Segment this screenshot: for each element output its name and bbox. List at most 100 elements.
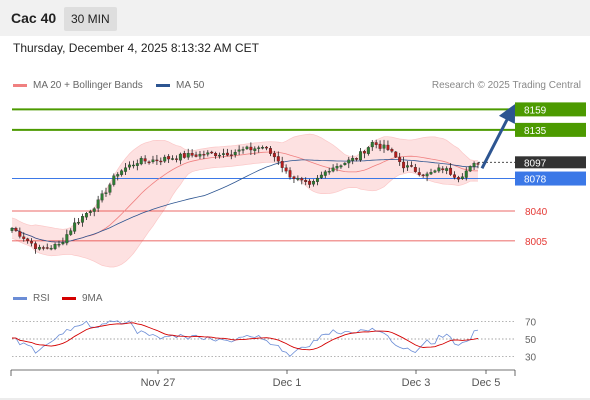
rsi-tick-50: 50 <box>525 335 537 346</box>
candle-body <box>304 180 308 183</box>
candle-body <box>159 160 163 163</box>
legend-ma50-swatch <box>156 83 170 87</box>
candle-body <box>120 170 124 175</box>
candle-body <box>312 181 315 185</box>
x-tick-label: Dec 5 <box>472 377 501 389</box>
candle-body <box>37 246 41 250</box>
candle-body <box>30 241 34 244</box>
candle-body <box>155 159 159 162</box>
candle-body <box>300 178 304 181</box>
rsi-line <box>11 320 479 357</box>
candle-body <box>249 146 253 151</box>
chart-timestamp: Thursday, December 4, 2025 8:13:32 AM CE… <box>13 41 259 55</box>
candle-body <box>394 151 398 158</box>
candle-body <box>343 162 347 165</box>
candle-body <box>292 176 296 179</box>
candle-body <box>417 172 421 175</box>
candle-body <box>229 154 233 156</box>
candle-body <box>69 230 73 235</box>
candle-body <box>441 168 445 171</box>
candle-body <box>26 238 30 241</box>
candle-body <box>437 167 441 172</box>
candle-body <box>402 161 406 169</box>
pivot-tag <box>515 171 586 186</box>
candle-body <box>265 146 268 149</box>
candle-body <box>233 151 237 156</box>
candle-body <box>112 175 116 185</box>
candle-body <box>433 170 437 173</box>
timeframe-button[interactable]: 30 MIN <box>64 7 117 31</box>
price-levels <box>12 108 515 242</box>
candle-body <box>139 158 143 165</box>
candle-body <box>453 174 456 178</box>
candle-body <box>331 167 335 172</box>
candle-body <box>143 158 147 162</box>
candle-body <box>390 149 394 152</box>
candle-body <box>124 167 128 172</box>
candle-body <box>100 193 104 201</box>
candle-body <box>296 178 300 180</box>
candle-body <box>61 242 65 245</box>
rsi-panel: 70 50 30 <box>11 318 537 363</box>
x-axis: Nov 27 Dec 1 Dec 3 Dec 5 <box>10 369 516 389</box>
candle-body <box>421 174 425 177</box>
candle-body <box>468 166 472 172</box>
candle-body <box>147 161 151 164</box>
candle-body <box>288 170 292 178</box>
rsi-tick-30: 30 <box>525 352 537 363</box>
forecast-arrow-line <box>480 103 516 169</box>
candle-body <box>65 234 69 244</box>
candle-body <box>175 158 178 160</box>
candle-body <box>253 148 257 151</box>
legend-rsi-ma: 9MA <box>62 293 103 304</box>
candle-body <box>45 247 49 249</box>
candle-body <box>269 148 272 154</box>
support-label-8040: 8040 <box>525 207 548 218</box>
candle-body <box>22 236 26 239</box>
legend-ma50-label: MA 50 <box>176 80 205 91</box>
legend-rsi-ma-swatch <box>62 296 76 300</box>
candle-body <box>464 170 468 178</box>
rsi-ma-line <box>11 322 479 351</box>
candle-body <box>284 167 288 172</box>
bollinger-band-fill <box>12 134 478 267</box>
instrument-title: Cac 40 <box>11 10 57 26</box>
candle-body <box>425 173 429 177</box>
candle-body <box>257 147 261 149</box>
resistance-label-8159: 8159 <box>524 105 547 116</box>
candle-body <box>178 153 182 161</box>
rsi-tick-70: 70 <box>525 318 537 329</box>
candle-body <box>84 213 88 218</box>
candle-body <box>92 208 96 212</box>
legend-bollinger-swatch <box>13 83 27 87</box>
candle-body <box>57 244 61 246</box>
candle-body <box>128 164 131 168</box>
candle-body <box>104 192 108 194</box>
candle-body <box>214 153 218 157</box>
candle-body <box>163 156 167 162</box>
candle-body <box>81 216 84 223</box>
candle-body <box>339 165 343 168</box>
resistance-label-8135: 8135 <box>524 126 547 137</box>
candle-body <box>449 167 453 175</box>
candle-body <box>222 153 225 155</box>
candle-body <box>10 227 14 231</box>
candle-body <box>315 177 319 182</box>
candle-body <box>73 222 77 232</box>
candle-body <box>171 158 175 160</box>
candle-body <box>116 174 120 177</box>
candle-body <box>202 154 206 156</box>
candle-body <box>347 159 351 164</box>
candle-body <box>374 142 378 145</box>
candle-body <box>308 180 312 185</box>
copyright-notice: Research © 2025 Trading Central <box>431 80 581 91</box>
candle-body <box>276 156 280 162</box>
legend-rsi-label: RSI <box>33 293 50 304</box>
candle-body <box>460 176 464 179</box>
candle-body <box>351 157 355 161</box>
candle-body <box>88 211 92 213</box>
candle-body <box>409 165 413 167</box>
candle-body <box>362 151 366 154</box>
resistance-tag-8135 <box>515 122 586 137</box>
